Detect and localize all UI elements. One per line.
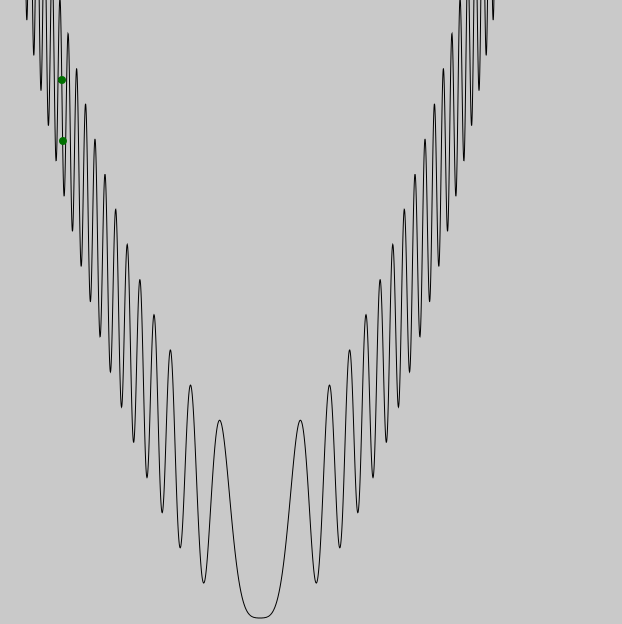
point bbox=[59, 137, 67, 145]
point bbox=[58, 76, 66, 84]
